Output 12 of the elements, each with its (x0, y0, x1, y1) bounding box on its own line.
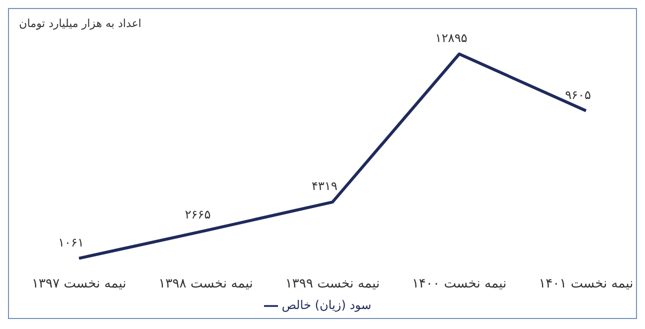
data-label: ۱۰۶۱ (58, 235, 84, 250)
x-tick-label: نیمه نخست ۱۴۰۰ (412, 276, 507, 292)
x-tick-label: نیمه نخست ۱۳۹۷ (32, 276, 126, 292)
x-tick-label: نیمه نخست ۱۴۰۱ (538, 276, 634, 292)
chart-subtitle: اعداد به هزار میلیارد تومان (19, 17, 142, 30)
x-tick-label: نیمه نخست ۱۳۹۹ (285, 276, 380, 292)
data-label: ۲۶۶۵ (184, 208, 211, 222)
legend-label: سود (زیان) خالص (282, 298, 372, 312)
data-label: ۱۲۸۹۵ (435, 31, 468, 45)
data-label: ۹۶۰۵ (565, 88, 591, 102)
x-tick-label: نیمه نخست ۱۳۹۸ (158, 276, 254, 292)
data-label: ۴۳۱۹ (312, 179, 338, 194)
